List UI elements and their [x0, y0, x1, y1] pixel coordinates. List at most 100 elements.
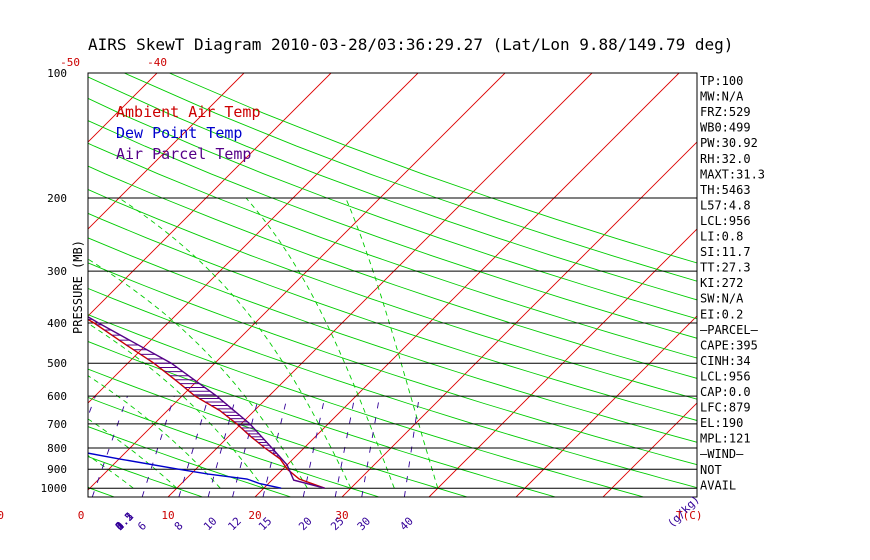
- stat-item: PW:30.92: [700, 136, 758, 150]
- mixing-ratio-label: 40: [397, 515, 416, 534]
- mixing-ratio-line: [141, 395, 175, 497]
- isotherm-line: [254, 73, 680, 497]
- dry-adiabat-line: [124, 73, 697, 282]
- stat-item: CINH:34: [700, 354, 751, 368]
- dry-adiabat-line: [88, 120, 697, 339]
- stat-item: EI:0.2: [700, 307, 743, 321]
- isotherm-line: [341, 141, 697, 497]
- stat-item: LFC:879: [700, 401, 751, 415]
- bottom-tick-label: -10: [0, 509, 4, 522]
- stat-item: L57:4.8: [700, 198, 751, 212]
- stat-item: —WIND—: [700, 447, 744, 461]
- stat-item: AVAIL: [700, 478, 736, 492]
- stat-item: MW:N/A: [700, 90, 744, 104]
- bottom-tick-label: 0: [78, 509, 85, 522]
- mixing-ratio-line: [207, 395, 237, 497]
- y-tick-label: 500: [47, 357, 67, 370]
- dry-adiabat-line: [88, 142, 697, 359]
- y-axis-label: PRESSURE (MB): [71, 240, 85, 334]
- dry-adiabat-line: [88, 487, 115, 497]
- dry-adiabat-line: [88, 237, 697, 443]
- moist-adiabat-line: [0, 198, 46, 488]
- moist-adiabat-line: [88, 375, 221, 489]
- dry-adiabat-line: [88, 97, 697, 320]
- stat-item: EL:190: [700, 416, 743, 430]
- legend-entry-2: Air Parcel Temp: [116, 145, 251, 163]
- stat-item: MPL:121: [700, 432, 751, 446]
- mixing-ratio-label: 30: [355, 515, 374, 534]
- x-unit-label: T(C): [676, 509, 703, 522]
- legend-entry-0: Ambient Air Temp: [116, 103, 261, 121]
- stat-item: SW:N/A: [700, 292, 744, 306]
- dry-adiabat-line: [88, 76, 697, 301]
- series-line-1: [88, 452, 282, 489]
- y-tick-label: 600: [47, 390, 67, 403]
- mixing-ratio-line: [262, 395, 288, 497]
- mixing-ratio-line: [403, 396, 420, 497]
- y-tick-label: 700: [47, 418, 67, 431]
- dry-adiabat-line: [88, 368, 468, 497]
- mixing-ratio-line: [361, 396, 381, 497]
- dry-adiabat-line: [88, 165, 697, 379]
- mixing-ratio-line: [334, 396, 356, 497]
- dry-adiabat-line: [88, 212, 697, 421]
- mixing-ratio-line: [232, 395, 260, 497]
- dry-adiabat-line: [169, 73, 697, 264]
- bottom-tick-label: 20: [248, 509, 261, 522]
- stat-item: MAXT:31.3: [700, 167, 765, 181]
- y-tick-label: 800: [47, 442, 67, 455]
- legend-entry-1: Dew Point Temp: [116, 124, 242, 142]
- stat-item: LI:0.8: [700, 230, 743, 244]
- isotherm-line: [88, 73, 332, 317]
- y-tick-label: 200: [47, 192, 67, 205]
- stat-item: WB0:499: [700, 121, 751, 135]
- bottom-tick-label: 10: [161, 509, 174, 522]
- dry-adiabat-line: [88, 262, 697, 466]
- series-line-0: [88, 318, 325, 489]
- y-tick-label: 400: [47, 317, 67, 330]
- mixing-ratio-label: 12: [225, 515, 244, 534]
- dry-adiabat-line: [88, 189, 697, 400]
- mixing-ratio-label: 8: [172, 519, 186, 533]
- mixing-ratio-line: [0, 396, 22, 497]
- stat-item: CAPE:395: [700, 338, 758, 352]
- mixing-ratio-line: [91, 395, 128, 497]
- top-tick-label: -50: [60, 56, 80, 69]
- y-tick-label: 1000: [41, 482, 68, 495]
- isotherm-line: [88, 73, 245, 230]
- stat-item: FRZ:529: [700, 105, 751, 119]
- stat-item: TH:5463: [700, 183, 751, 197]
- moist-adiabat-line: [0, 198, 3, 488]
- moist-adiabat-line: [88, 322, 265, 489]
- mixing-ratio-label: 10: [201, 515, 220, 534]
- mixing-ratio-label: 20: [296, 515, 315, 534]
- mixing-ratio-label: 6: [135, 519, 149, 533]
- dry-adiabat-line: [88, 456, 203, 497]
- series-line-2: [88, 315, 325, 489]
- stat-item: TT:27.3: [700, 261, 751, 275]
- y-tick-label: 900: [47, 463, 67, 476]
- stat-item: NOT: [700, 463, 722, 477]
- isotherm-line: [0, 73, 70, 497]
- dry-adiabat-line: [88, 314, 644, 497]
- stat-item: —PARCEL—: [700, 323, 759, 337]
- stat-item: KI:272: [700, 276, 743, 290]
- plot-frame: [87, 72, 698, 498]
- stat-item: RH:32.0: [700, 152, 751, 166]
- dry-adiabat-line: [88, 426, 292, 497]
- moist-adiabat-line: [88, 418, 178, 489]
- stat-item: TP:100: [700, 74, 743, 88]
- stat-item: LCL:956: [700, 369, 751, 383]
- stat-item: CAP:0.0: [700, 385, 751, 399]
- dry-adiabat-line: [0, 73, 26, 497]
- mixing-ratio-line: [178, 395, 210, 497]
- dry-adiabat-line: [88, 341, 556, 497]
- mixing-ratio-line: [302, 395, 326, 497]
- chart-title: AIRS SkewT Diagram 2010-03-28/03:36:29.2…: [88, 35, 733, 54]
- y-tick-label: 300: [47, 265, 67, 278]
- isotherm-line: [428, 228, 697, 497]
- dry-adiabat-line: [88, 287, 697, 489]
- stat-item: SI:11.7: [700, 245, 751, 259]
- bottom-tick-label: 30: [335, 509, 348, 522]
